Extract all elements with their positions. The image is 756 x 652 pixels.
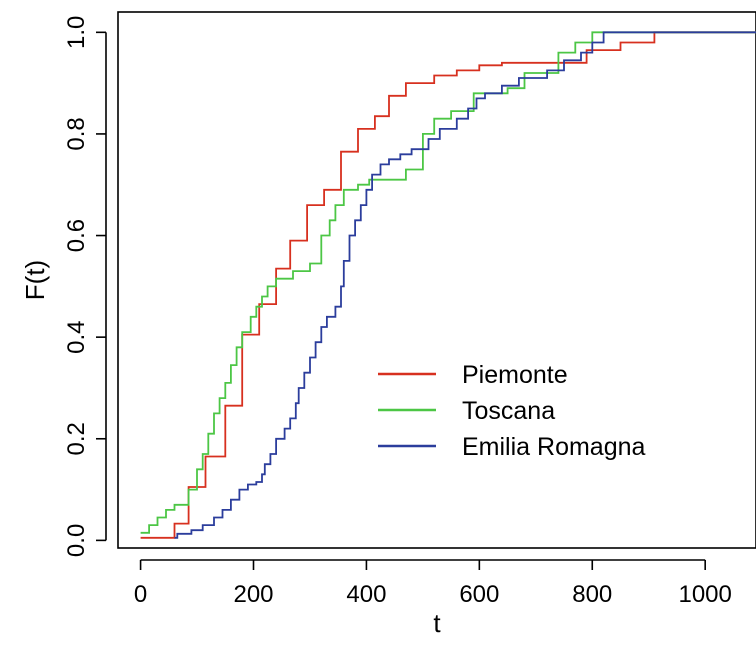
y-tick-label: 0.8 (63, 117, 90, 150)
x-tick-label: 200 (233, 581, 273, 608)
y-tick-label: 0.0 (63, 524, 90, 557)
series-line-piemonte (140, 31, 756, 539)
legend-label: Piemonte (462, 361, 568, 389)
y-tick-label: 0.2 (63, 422, 90, 455)
x-axis: 0 200 400 600 800 1000 (134, 559, 732, 608)
y-axis-label: F(t) (20, 260, 50, 300)
y-tick-label: 0.4 (63, 320, 90, 353)
x-tick-label: 600 (459, 581, 499, 608)
y-axis: 0.0 0.2 0.4 0.6 0.8 1.0 (63, 16, 107, 557)
x-tick-label: 800 (572, 581, 612, 608)
legend-label: Toscana (462, 397, 555, 425)
series-line-toscana (140, 31, 756, 534)
legend-label: Emilia Romagna (462, 433, 646, 461)
y-tick-label: 1.0 (63, 16, 90, 49)
y-tick-label: 0.6 (63, 219, 90, 252)
x-axis-label: t (433, 608, 441, 638)
x-tick-label: 1000 (678, 581, 731, 608)
series-layer (140, 31, 756, 539)
x-tick-label: 0 (134, 581, 147, 608)
series-line-emilia-romagna (174, 31, 756, 539)
legend: Piemonte Toscana Emilia Romagna (378, 361, 646, 461)
plot-frame (117, 11, 756, 549)
x-tick-label: 400 (346, 581, 386, 608)
